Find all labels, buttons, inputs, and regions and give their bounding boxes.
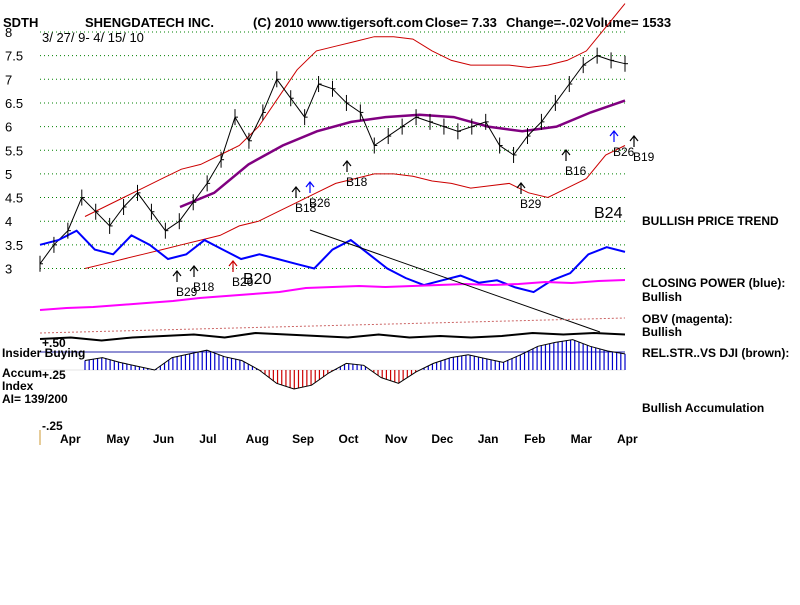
signal-arrowhead bbox=[172, 270, 182, 277]
price-tick-label: 3 bbox=[5, 262, 12, 277]
lower-band-line bbox=[84, 145, 626, 269]
series-lines bbox=[39, 3, 628, 390]
price-tick-label: 4 bbox=[5, 214, 12, 229]
signal-arrowhead bbox=[516, 182, 526, 189]
month-label: Dec bbox=[431, 432, 453, 446]
month-label: Feb bbox=[524, 432, 545, 446]
price-tick-label: 5.5 bbox=[5, 143, 23, 158]
close-label: Close= 7.33 bbox=[425, 15, 497, 30]
company-name: SHENGDATECH INC. bbox=[85, 15, 214, 30]
signal-arrowhead bbox=[228, 260, 238, 267]
accum-histogram bbox=[84, 339, 626, 389]
obv-ma-line bbox=[39, 317, 626, 334]
annotation-label: AI= 139/200 bbox=[2, 392, 68, 406]
annotation-label: CLOSING POWER (blue): bbox=[642, 276, 785, 290]
signal-label: B24 bbox=[594, 205, 623, 222]
signal-label: B18 bbox=[193, 280, 215, 294]
signal-arrowhead bbox=[291, 186, 301, 193]
annotation-label: BULLISH PRICE TREND bbox=[642, 214, 779, 228]
month-label: Aug bbox=[246, 432, 269, 446]
price-tick-label: 7.5 bbox=[5, 49, 23, 64]
annotations: BULLISH PRICE TREND CLOSING POWER (blue):… bbox=[2, 214, 789, 415]
symbol-label: SDTH bbox=[3, 15, 38, 30]
trend-lines bbox=[39, 229, 626, 334]
signal-label: B16 bbox=[565, 164, 587, 178]
signal-arrowhead bbox=[342, 160, 352, 167]
signal-label: B26 bbox=[613, 145, 635, 159]
signal-label: B26 bbox=[309, 196, 331, 210]
signal-label: B29 bbox=[520, 197, 542, 211]
signal-label: B19 bbox=[633, 150, 655, 164]
price-tick-label: 6 bbox=[5, 120, 12, 135]
signal-label: B18 bbox=[346, 175, 368, 189]
annotation-label: Bullish bbox=[642, 290, 682, 304]
signal-arrowhead bbox=[561, 149, 571, 156]
annotation-label: Bullish Accumulation bbox=[642, 401, 764, 415]
gridlines bbox=[40, 31, 625, 371]
accum-tick-label: +.25 bbox=[42, 368, 66, 382]
annotation-label: Insider Buying bbox=[2, 346, 85, 360]
downtrend-line bbox=[309, 229, 601, 333]
change-label: Change=-.02 bbox=[506, 15, 584, 30]
y-axis-ticks: 87.576.565.554.543.53+.50+.25-.25 bbox=[5, 25, 66, 433]
upper-band-line bbox=[84, 3, 626, 217]
signal-label: B20 bbox=[243, 271, 272, 288]
month-label: Jul bbox=[199, 432, 216, 446]
month-label: Nov bbox=[385, 432, 408, 446]
signal-arrowhead bbox=[305, 181, 315, 188]
month-label: Apr bbox=[60, 432, 81, 446]
price-tick-label: 3.5 bbox=[5, 238, 23, 253]
volume-label: Volume= 1533 bbox=[585, 15, 671, 30]
signal-label: B26 bbox=[232, 275, 254, 289]
month-label: Jan bbox=[478, 432, 499, 446]
price-tick-label: 5 bbox=[5, 167, 12, 182]
accum-index-line bbox=[84, 339, 626, 390]
date-range: 3/ 27/ 9- 4/ 15/ 10 bbox=[42, 30, 144, 45]
price-tick-label: 6.5 bbox=[5, 96, 23, 111]
signal-arrowhead bbox=[629, 135, 639, 142]
rel-strength-line bbox=[39, 331, 626, 342]
price-tick-label: 7 bbox=[5, 72, 12, 87]
month-label: May bbox=[106, 432, 130, 446]
annotation-label: OBV (magenta): bbox=[642, 312, 733, 326]
closing-power-line bbox=[39, 229, 626, 294]
month-label: Oct bbox=[339, 432, 359, 446]
month-label: Sep bbox=[292, 432, 314, 446]
signal-label: B18 bbox=[295, 201, 317, 215]
month-label: Mar bbox=[571, 432, 593, 446]
signal-label: B29 bbox=[176, 285, 198, 299]
annotation-label: Bullish bbox=[642, 325, 682, 339]
copyright-label: (C) 2010 www.tigersoft.com bbox=[253, 15, 423, 30]
month-label: Jun bbox=[153, 432, 174, 446]
signal-arrowhead bbox=[189, 265, 199, 272]
annotation-label: Accum bbox=[2, 366, 42, 380]
x-axis-months: Apr May Jun Jul Aug Sep Oct Nov Dec Jan Feb Mar Apr bbox=[39, 430, 638, 446]
annotation-label: REL.STR..VS DJI (brown): bbox=[642, 346, 789, 360]
obv-line bbox=[39, 279, 626, 311]
month-label: Apr bbox=[617, 432, 638, 446]
price-tick-label: 8 bbox=[5, 25, 12, 40]
price-tick-label: 4.5 bbox=[5, 191, 23, 206]
accum-tick-label: -.25 bbox=[42, 419, 63, 433]
moving-average-line bbox=[179, 99, 626, 209]
signal-arrowhead bbox=[609, 130, 619, 137]
annotation-label: Index bbox=[2, 379, 34, 393]
